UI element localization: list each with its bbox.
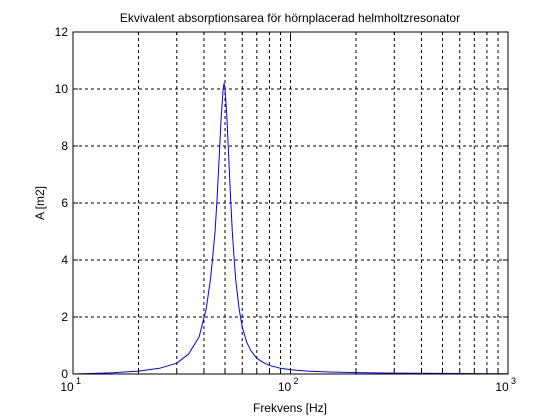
x-tick-label: 10: [278, 380, 292, 394]
x-tick-exponent: 3: [511, 376, 516, 386]
y-tick-label: 4: [61, 253, 68, 267]
y-tick-label: 8: [61, 139, 68, 153]
grid: [73, 32, 508, 374]
x-tick-label: 10: [495, 380, 509, 394]
x-tick-exponent: 2: [294, 376, 299, 386]
x-tick-label: 10: [60, 380, 74, 394]
y-tick-label: 0: [61, 367, 68, 381]
y-tick-label: 12: [55, 25, 69, 39]
y-tick-label: 10: [55, 82, 69, 96]
chart-title: Ekvivalent absorptionsarea för hörnplace…: [120, 11, 460, 25]
y-tick-label: 2: [61, 310, 68, 324]
x-tick-exponent: 1: [76, 376, 81, 386]
y-axis-label: A [m2]: [33, 186, 47, 220]
series-layer: [72, 82, 509, 375]
x-axis-label: Frekvens [Hz]: [253, 401, 327, 415]
series-line: [72, 82, 509, 375]
y-tick-label: 6: [61, 196, 68, 210]
